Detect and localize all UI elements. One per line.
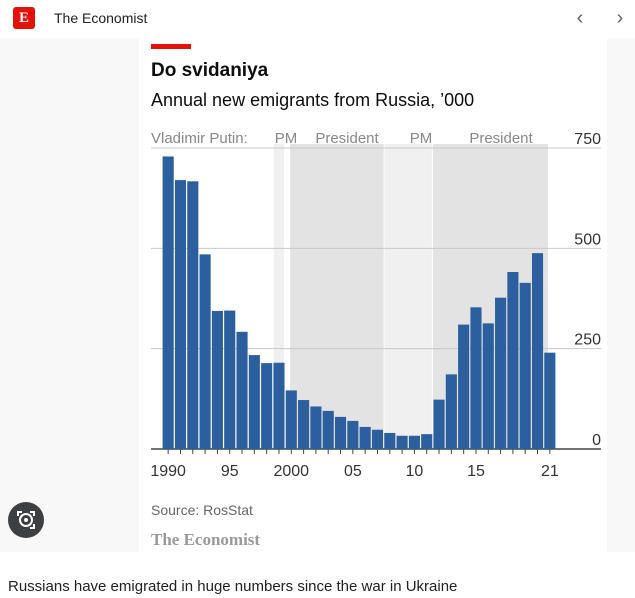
bar [495, 298, 506, 449]
bar [187, 181, 198, 449]
bar [286, 390, 297, 449]
lens-glyph [8, 502, 44, 538]
bar [372, 430, 383, 449]
x-tick-label: 95 [221, 463, 239, 480]
x-tick-label: 2000 [273, 463, 309, 480]
chart-source: Source: RosStat [151, 502, 253, 518]
band-label: President [469, 130, 533, 147]
bar [360, 427, 371, 449]
bar [384, 433, 395, 449]
bar [409, 436, 420, 449]
y-tick-label: 750 [574, 131, 601, 148]
x-tick-label: 10 [406, 463, 424, 480]
x-tick-label: 15 [467, 463, 485, 480]
x-tick-label: 21 [541, 463, 559, 480]
bar [520, 283, 531, 449]
band-label: President [315, 130, 379, 147]
bar [347, 421, 358, 449]
brand-logo: The Economist [151, 530, 260, 550]
bar [446, 374, 457, 449]
band-label: PM [275, 130, 298, 147]
bar [310, 406, 321, 449]
bar [544, 353, 555, 449]
band-label: PM [410, 130, 433, 147]
lens-search-icon[interactable] [8, 502, 44, 538]
y-tick-label: 250 [574, 332, 601, 349]
bar [298, 400, 309, 449]
x-tick-label: 05 [344, 463, 362, 480]
bar [261, 363, 272, 449]
bar [175, 180, 186, 449]
bar [458, 325, 469, 449]
bar [532, 253, 543, 449]
putin-label: Vladimir Putin: [151, 130, 248, 147]
y-tick-label: 0 [592, 432, 601, 449]
bar [273, 363, 284, 449]
bar [470, 307, 481, 449]
bar [200, 254, 211, 449]
bar [236, 332, 247, 449]
bar [335, 417, 346, 449]
y-tick-label: 500 [574, 231, 601, 248]
bar [212, 311, 223, 449]
bar [433, 400, 444, 449]
x-tick-label: 1990 [150, 463, 186, 480]
bar [224, 311, 235, 449]
bar [483, 323, 494, 449]
bar [249, 355, 260, 449]
bar [163, 156, 174, 449]
bar [323, 411, 334, 449]
pm-band [385, 144, 432, 449]
bar [421, 434, 432, 449]
bar [397, 436, 408, 449]
image-caption[interactable]: Russians have emigrated in huge numbers … [8, 578, 457, 595]
bar [507, 272, 518, 449]
